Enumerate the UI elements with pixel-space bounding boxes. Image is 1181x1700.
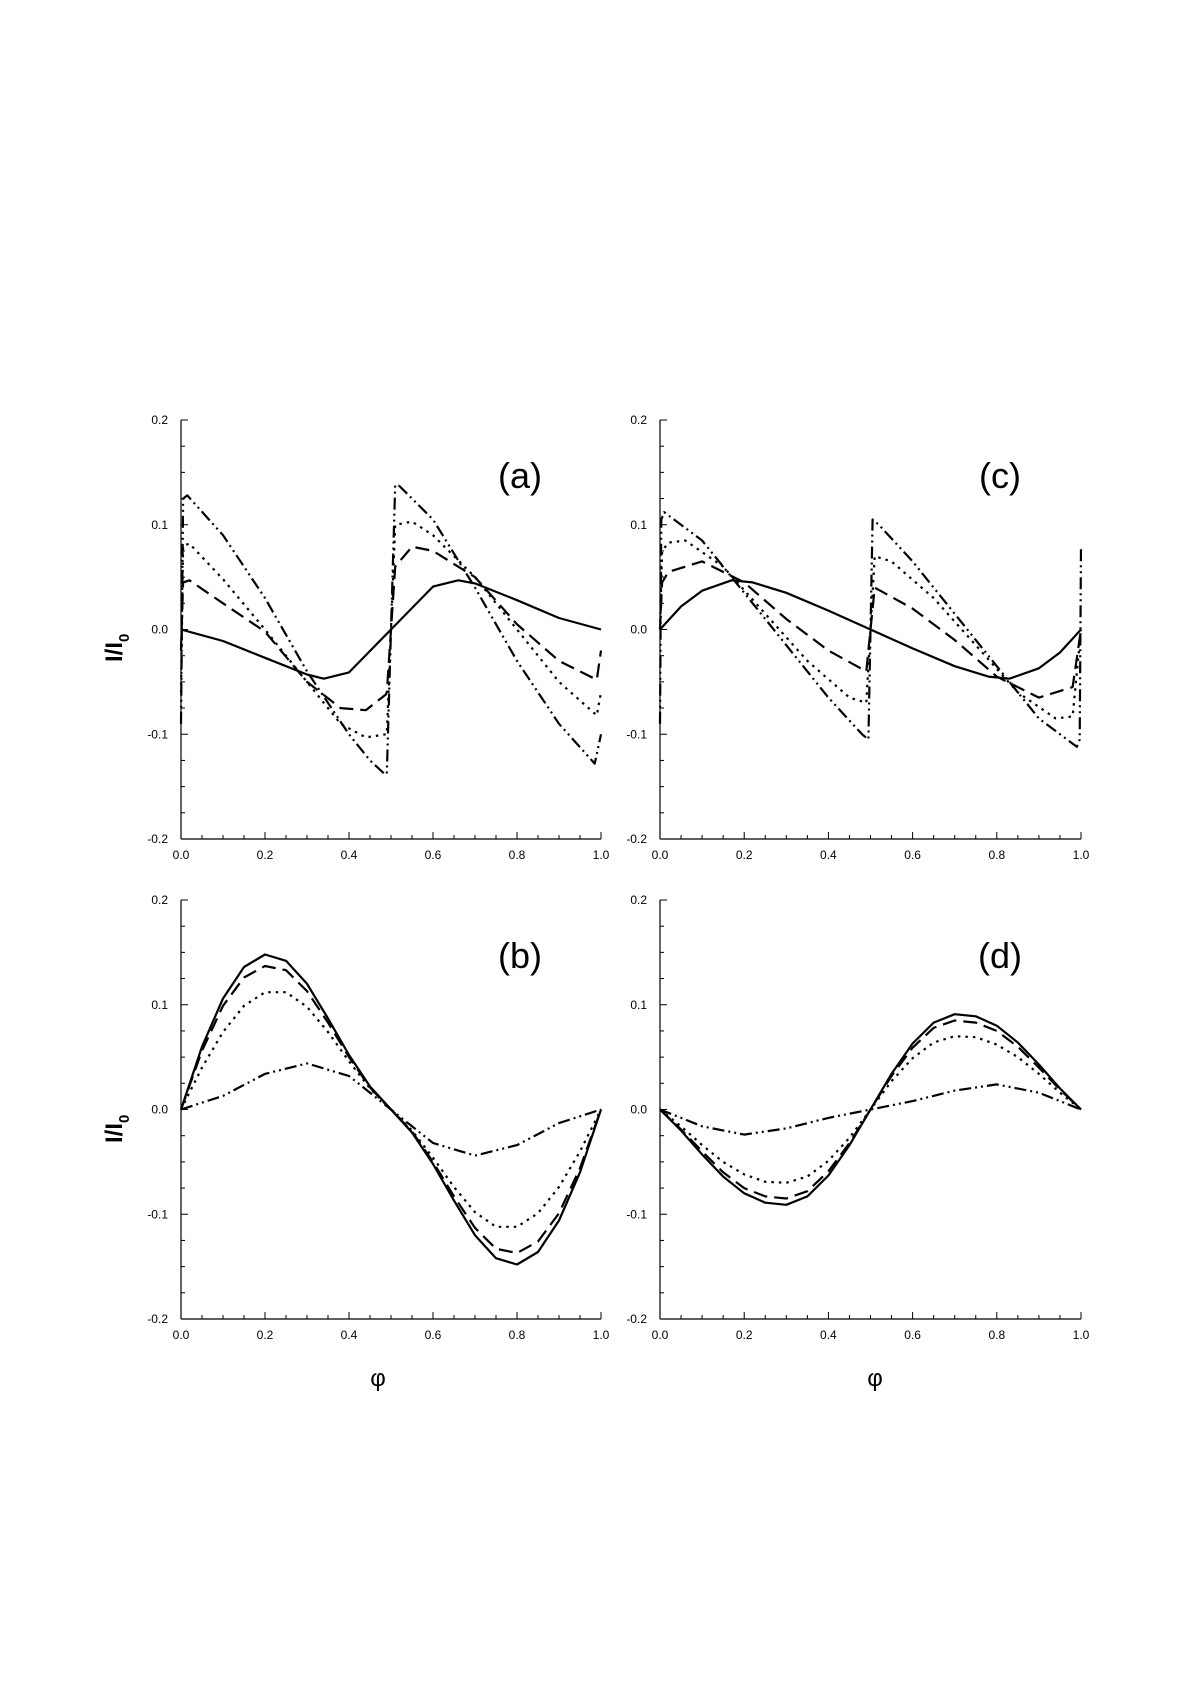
x-tick-label: 0.6 (425, 1328, 442, 1342)
y-tick-label: -0.1 (147, 727, 168, 741)
panel-label: (a) (498, 455, 542, 496)
x-tick-label: 1.0 (593, 1328, 610, 1342)
series-line-dotted (658, 539, 1083, 720)
x-tick-label: 0.4 (820, 1328, 837, 1342)
x-tick-label: 0.8 (988, 848, 1005, 862)
ylabel-main: I/I (101, 642, 128, 662)
x-tick-label: 0.4 (341, 1328, 358, 1342)
x-tick-label: 0.2 (736, 848, 753, 862)
y-tick-label: 0.1 (151, 998, 168, 1012)
x-tick-label: 0.8 (509, 848, 526, 862)
ylabel-main: I/I (101, 1123, 128, 1143)
panel-label: (c) (979, 455, 1021, 496)
y-axis-label-bottom-text: I/I0 (101, 1115, 133, 1143)
series-line-dashdot (179, 483, 603, 776)
ylabel-subscript: 0 (116, 634, 133, 642)
y-tick-label: 0.2 (630, 893, 647, 907)
series-line-dashed (179, 545, 603, 712)
x-tick-label: 0.0 (652, 848, 669, 862)
x-tick-label: 0.0 (173, 848, 190, 862)
x-tick-label: 0.4 (820, 848, 837, 862)
x-axis-label-right: φ (867, 1365, 883, 1392)
x-tick-label: 0.8 (509, 1328, 526, 1342)
y-tick-label: -0.1 (626, 727, 647, 741)
y-tick-label: 0.1 (151, 518, 168, 532)
y-tick-label: -0.2 (147, 832, 168, 846)
x-tick-label: 0.6 (904, 848, 921, 862)
series-line-dashdot (659, 1083, 1082, 1136)
x-tick-label: 1.0 (593, 848, 610, 862)
y-tick-label: -0.2 (626, 1312, 647, 1326)
y-tick-label: 0.0 (151, 623, 168, 637)
x-axis-label-left: φ (370, 1365, 386, 1392)
y-tick-label: -0.2 (147, 1312, 168, 1326)
y-tick-label: 0.2 (151, 893, 168, 907)
y-tick-label: 0.1 (630, 998, 647, 1012)
y-tick-label: 0.0 (630, 1103, 647, 1117)
x-tick-label: 0.0 (652, 1328, 669, 1342)
y-tick-label: -0.1 (626, 1207, 647, 1221)
ylabel-subscript: 0 (116, 1115, 133, 1123)
panel-label: (d) (978, 935, 1022, 976)
x-tick-label: 1.0 (1073, 848, 1090, 862)
x-tick-label: 0.6 (425, 848, 442, 862)
x-tick-label: 0.2 (257, 848, 274, 862)
y-tick-label: -0.2 (626, 832, 647, 846)
y-tick-label: 0.0 (151, 1103, 168, 1117)
x-tick-label: 0.2 (736, 1328, 753, 1342)
series-line-dotted (659, 1035, 1082, 1184)
y-tick-label: 0.2 (630, 413, 647, 427)
y-axis-label-top: I/I0 (101, 634, 133, 662)
y-axis-label-top-text: I/I0 (101, 634, 133, 662)
series-line-dashdot (180, 1062, 602, 1157)
panel-label: (b) (498, 935, 542, 976)
x-tick-label: 0.4 (341, 848, 358, 862)
y-tick-label: 0.1 (630, 518, 647, 532)
x-tick-label: 0.8 (988, 1328, 1005, 1342)
panel-b: 0.0 0.2 0.4 0.6 0.8 1.0 -0.2 -0.1 0.0 0.1 0.2 (b) (147, 893, 609, 1342)
x-tick-label: 0.0 (173, 1328, 190, 1342)
panel-a: 0.0 0.2 0.4 0.6 0.8 1.0 -0.2 -0.1 0.0 0.1 0.2 (a) (147, 413, 609, 862)
y-tick-label: 0.2 (151, 413, 168, 427)
x-tick-label: 0.6 (904, 1328, 921, 1342)
series-line-solid (659, 579, 1082, 680)
panel-d: 0.0 0.2 0.4 0.6 0.8 1.0 -0.2 -0.1 0.0 0.1 0.2 (d) (626, 893, 1089, 1342)
series-line-dashdot (658, 511, 1083, 748)
y-tick-label: 0.0 (630, 623, 647, 637)
series-line-dashed (658, 560, 1083, 699)
y-axis-label-bottom: I/I0 (101, 1115, 133, 1143)
y-tick-label: -0.1 (147, 1207, 168, 1221)
x-tick-label: 0.2 (257, 1328, 274, 1342)
x-tick-label: 1.0 (1073, 1328, 1090, 1342)
panel-c: 0.0 0.2 0.4 0.6 0.8 1.0 -0.2 -0.1 0.0 0.1 0.2 (c) (626, 413, 1089, 862)
